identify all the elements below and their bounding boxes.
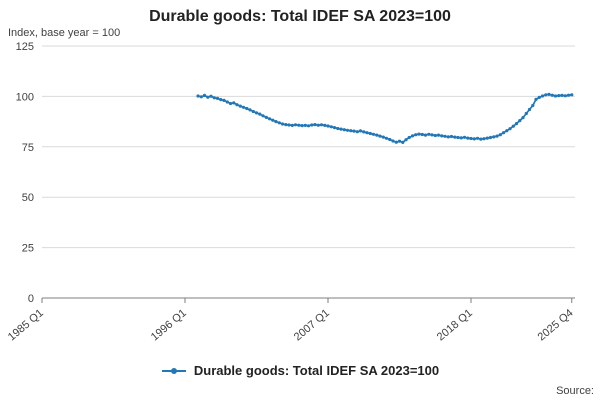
svg-text:50: 50 [22, 192, 34, 204]
chart-title: Durable goods: Total IDEF SA 2023=100 [149, 8, 451, 25]
svg-text:2025 Q4: 2025 Q4 [536, 307, 576, 343]
legend: Durable goods: Total IDEF SA 2023=100 [0, 363, 600, 378]
svg-text:1985 Q1: 1985 Q1 [6, 307, 46, 343]
y-axis-label: Index, base year = 100 [8, 27, 121, 39]
svg-text:25: 25 [22, 243, 34, 255]
chart-canvas: 0 25 50 75 100 125 1985 Q1 1996 Q1 2007 Q1 2018 Q… [6, 41, 576, 343]
svg-text:125: 125 [16, 41, 34, 53]
legend-item[interactable]: Durable goods: Total IDEF SA 2023=100 [161, 363, 439, 378]
source-note: Source: [556, 385, 594, 397]
svg-text:100: 100 [16, 91, 34, 103]
svg-text:2018 Q1: 2018 Q1 [435, 307, 475, 343]
legend-label: Durable goods: Total IDEF SA 2023=100 [193, 363, 440, 378]
svg-text:1996 Q1: 1996 Q1 [149, 307, 189, 343]
svg-text:75: 75 [22, 142, 34, 154]
legend-line-marker-icon [161, 367, 186, 374]
svg-text:0: 0 [28, 293, 34, 305]
svg-text:2007 Q1: 2007 Q1 [292, 307, 332, 343]
